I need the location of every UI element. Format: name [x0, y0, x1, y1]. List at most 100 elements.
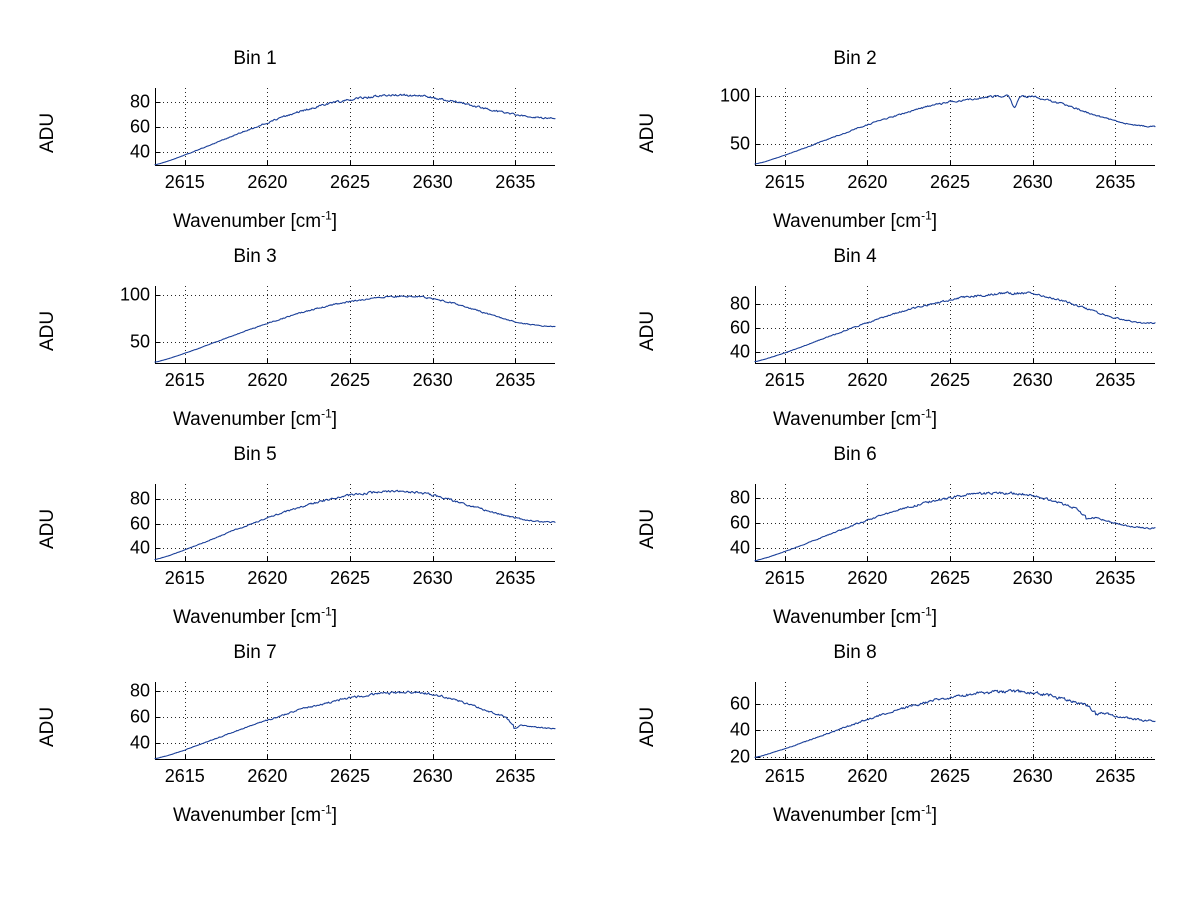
axis-lines: [155, 88, 555, 166]
x-tick-label: 2620: [247, 766, 288, 786]
x-tick-label: 2625: [330, 766, 371, 786]
plot-svg: [154, 682, 556, 760]
subplot-bin-4: Bin 4 ADU 40 60 80 2615 2620 2625 2630 2635 Wavenu…: [600, 246, 1160, 446]
plot-area: 40 60 80 2615 2620 2625 2630 2635: [130, 681, 556, 786]
plot-svg: [154, 286, 556, 364]
x-tick-label: 2630: [1012, 172, 1053, 192]
y-tick-labels: 20 40 60: [695, 682, 755, 767]
y-tick-label: 50: [129, 331, 150, 352]
y-tick-label: 80: [729, 487, 750, 508]
plot-area: 40 60 80 2615 2620 2625 2630 2635: [730, 484, 1156, 588]
x-tick-label: 2630: [412, 766, 453, 786]
x-tick-label: 2635: [1095, 568, 1136, 588]
x-tick-label: 2625: [330, 172, 371, 192]
plot-svg: [154, 88, 556, 166]
plot-area: 40 60 80 2615 2620 2625 2630 2635: [130, 484, 556, 588]
spectrum-line: [154, 690, 556, 760]
axis-lines: [755, 484, 1155, 562]
y-tick-labels: 40 60 80: [695, 286, 755, 364]
x-tick-labels: 2615 2620 2625 2630 2635: [155, 166, 555, 194]
axis-lines: [755, 286, 1155, 364]
x-tick-label: 2620: [247, 568, 288, 588]
x-tick-label: 2615: [164, 172, 205, 192]
x-tick-label: 2635: [495, 370, 536, 390]
y-tick-label: 40: [729, 537, 750, 558]
y-axis-label: ADU: [37, 706, 58, 747]
plot-svg: [754, 484, 1156, 562]
x-axis-label-exponent: -1: [321, 802, 332, 817]
subplot-bin-8: Bin 8 ADU 20 40 60 2615 2620 2625 2630 2635 Wavenu…: [600, 642, 1160, 842]
x-tick-label: 2620: [847, 568, 888, 588]
plot-area: 40 60 80 2615 2620 2625 2630 2635: [130, 88, 556, 192]
subplot-title: Bin 1: [233, 48, 277, 69]
y-tick-label: 60: [129, 116, 150, 137]
y-tick-label: 40: [729, 341, 750, 362]
x-tick-label: 2625: [330, 370, 371, 390]
x-tick-label: 2620: [247, 370, 288, 390]
x-axis-label-exponent: -1: [921, 208, 932, 223]
x-tick-label: 2625: [930, 172, 971, 192]
y-axis-label: ADU: [637, 112, 658, 153]
plot-svg: [154, 484, 556, 562]
x-tick-label: 2630: [412, 568, 453, 588]
x-tick-label: 2615: [764, 766, 805, 786]
x-axis-label-text: Wavenumber [cm: [772, 409, 922, 430]
x-axis-label: Wavenumber [cm-1]: [620, 406, 1090, 431]
spectrum-line: [154, 93, 556, 166]
subplot-title: Bin 4: [833, 246, 877, 267]
y-axis-label: ADU: [637, 508, 658, 549]
y-tick-label: 40: [129, 732, 150, 753]
y-tick-label: 80: [729, 293, 750, 314]
x-tick-label: 2635: [1095, 172, 1136, 192]
plot-svg: [754, 286, 1156, 364]
x-axis-label: Wavenumber [cm-1]: [20, 606, 490, 629]
x-tick-label: 2615: [164, 370, 205, 390]
spectrum-line: [154, 489, 556, 561]
plot-area: 40 60 80 2615 2620 2625 2630 2635: [730, 286, 1156, 390]
subplot-title: Bin 8: [833, 642, 877, 663]
x-tick-label: 2630: [1012, 766, 1053, 786]
plot-svg: [754, 682, 1156, 760]
x-tick-labels: 2615 2620 2625 2630 2635: [155, 562, 555, 590]
x-tick-label: 2625: [330, 568, 371, 588]
x-axis-label-bracket: ]: [331, 805, 338, 826]
x-axis-label-exponent: -1: [321, 208, 332, 223]
y-tick-labels: 40 60 80: [695, 484, 755, 562]
plot-svg: [754, 88, 1156, 166]
spectrum-line: [754, 688, 1156, 758]
axis-lines: [755, 682, 1155, 760]
x-axis-label-exponent: -1: [921, 802, 932, 817]
y-tick-labels: 40 60 80: [95, 88, 155, 166]
y-tick-label: 80: [129, 488, 150, 509]
x-axis-label-text: Wavenumber [cm: [172, 607, 322, 628]
x-tick-label: 2625: [930, 568, 971, 588]
x-tick-label: 2630: [1012, 370, 1053, 390]
y-tick-labels: 50 100: [695, 85, 755, 166]
x-tick-label: 2635: [1095, 370, 1136, 390]
x-axis-label-exponent: -1: [321, 406, 332, 421]
x-axis-label: Wavenumber [cm-1]: [620, 208, 1090, 233]
x-axis-label-bracket: ]: [931, 211, 938, 232]
x-axis-label-exponent: -1: [921, 406, 932, 421]
spectrum-line: [754, 94, 1156, 165]
subplot-title: Bin 7: [233, 642, 277, 663]
y-axis-label: ADU: [637, 310, 658, 351]
x-tick-label: 2615: [164, 766, 205, 786]
y-tick-label: 60: [729, 512, 750, 533]
x-axis-label: Wavenumber [cm-1]: [20, 802, 490, 827]
subplot-bin-6: Bin 6 ADU 40 60 80 2615 2620 2625 2630 2635 Wavenu…: [600, 444, 1160, 644]
x-tick-label: 2615: [764, 568, 805, 588]
x-tick-label: 2635: [495, 172, 536, 192]
subplot-title: Bin 5: [233, 444, 277, 465]
y-axis-label: ADU: [37, 508, 58, 549]
y-tick-label: 60: [729, 317, 750, 338]
spectrum-line: [754, 291, 1156, 363]
subplot-title: Bin 6: [833, 444, 877, 465]
x-tick-label: 2620: [847, 766, 888, 786]
axis-lines: [155, 484, 555, 562]
y-tick-label: 100: [119, 284, 150, 305]
y-tick-label: 40: [129, 141, 150, 162]
x-axis-label-bracket: ]: [331, 211, 338, 232]
x-tick-label: 2630: [1012, 568, 1053, 588]
